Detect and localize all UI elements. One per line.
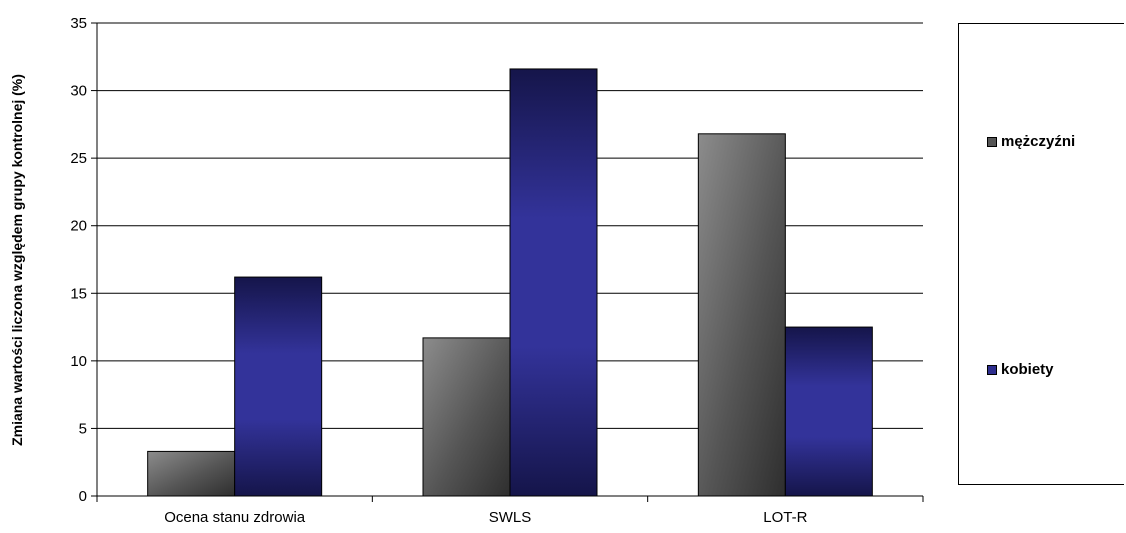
y-tick-label: 25	[70, 150, 87, 167]
y-tick-labels: 0 5 10 15 20 25 30 35	[70, 15, 97, 505]
x-tick-label: SWLS	[489, 509, 532, 526]
y-tick-label: 30	[70, 83, 87, 100]
x-tick-label: LOT-R	[763, 509, 807, 526]
bar-men-1	[422, 337, 511, 497]
bars	[147, 68, 873, 497]
axes	[96, 23, 924, 502]
bar-women-1	[509, 68, 598, 497]
y-axis-label: Zmiana wartości liczona względem grupy k…	[9, 74, 25, 446]
legend-item-men: mężczyźni	[987, 133, 1075, 150]
y-tick-label: 0	[79, 488, 87, 505]
y-tick-label: 15	[70, 285, 87, 302]
legend-label-men: mężczyźni	[1001, 133, 1076, 150]
y-tick-label: 5	[79, 420, 87, 437]
chart: 0 5 10 15 20 25 30 35 Ocena stanu zdrowia SWLS LO…	[9, 15, 924, 526]
bar-men-2	[697, 133, 786, 497]
legend-swatch-women	[987, 364, 997, 375]
bar-women-2	[784, 326, 873, 497]
legend-swatch-men	[987, 136, 997, 147]
y-tick-label: 10	[70, 353, 87, 370]
bar-women-0	[234, 276, 323, 497]
y-tick-label: 35	[70, 15, 87, 32]
legend: mężczyźni kobiety	[958, 23, 1124, 485]
legend-label-women: kobiety	[1001, 361, 1054, 378]
bar-men-0	[147, 450, 236, 497]
x-tick-label: Ocena stanu zdrowia	[164, 509, 306, 526]
x-tick-labels: Ocena stanu zdrowia SWLS LOT-R	[164, 509, 807, 526]
y-tick-label: 20	[70, 218, 87, 235]
legend-item-women: kobiety	[987, 361, 1054, 378]
